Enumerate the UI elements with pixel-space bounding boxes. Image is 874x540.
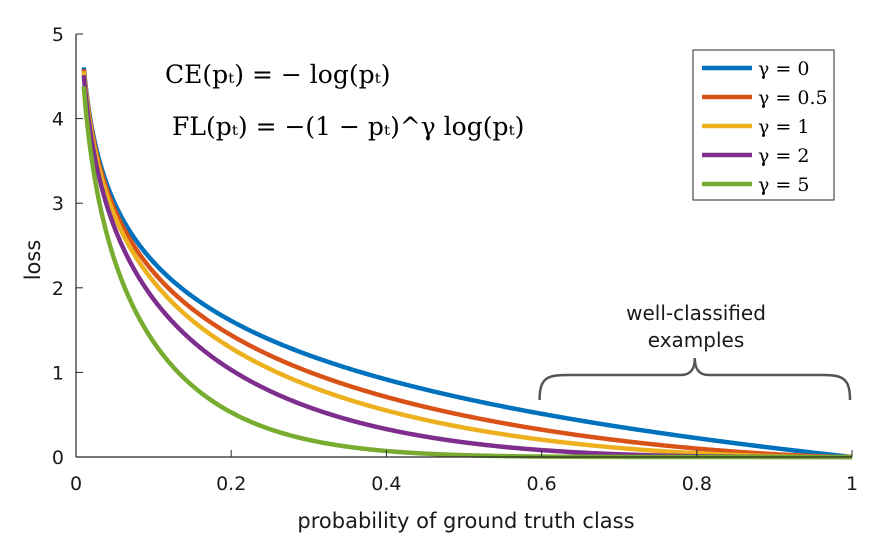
legend-label: γ = 0 <box>758 58 809 80</box>
y-tick-label: 5 <box>52 24 64 46</box>
legend: γ = 0 γ = 0.5 γ = 1 γ = 2 γ = 5 <box>692 49 835 201</box>
y-tick-label: 3 <box>52 193 64 215</box>
legend-label: γ = 5 <box>758 174 809 196</box>
annotation-line-2: examples <box>648 328 745 352</box>
y-tick-label: 0 <box>52 447 64 469</box>
curly-brace <box>538 357 852 401</box>
series-line-gamma-0 <box>81 67 853 460</box>
x-ticks: 0 0.2 0.4 0.6 0.8 1 <box>70 450 858 495</box>
legend-label: γ = 0.5 <box>758 87 828 109</box>
legend-label: γ = 2 <box>758 145 809 167</box>
x-tick-label: 1 <box>846 473 858 495</box>
x-tick-label: 0.2 <box>216 473 246 495</box>
well-classified-annotation: well-classified examples <box>538 301 852 401</box>
plot-area: 0 0.2 0.4 0.6 0.8 1 0 1 2 3 4 5 <box>52 24 858 495</box>
y-tick-label: 1 <box>52 362 64 384</box>
legend-items: γ = 0 γ = 0.5 γ = 1 γ = 2 γ = 5 <box>702 58 828 196</box>
x-tick-label: 0.6 <box>526 473 556 495</box>
x-tick-label: 0 <box>70 473 82 495</box>
fl-formula: FL(pₜ) = −(1 − pₜ)^γ log(pₜ) <box>172 112 524 141</box>
x-tick-label: 0.8 <box>682 473 712 495</box>
y-axis-label: loss <box>21 240 45 281</box>
annotation-line-1: well-classified <box>626 301 766 325</box>
series-line-gamma-0-5 <box>81 69 853 460</box>
x-tick-label: 0.4 <box>371 473 401 495</box>
ce-formula: CE(pₜ) = − log(pₜ) <box>165 60 391 89</box>
x-axis-label: probability of ground truth class <box>297 509 634 533</box>
legend-label: γ = 1 <box>758 116 809 138</box>
y-ticks: 0 1 2 3 4 5 <box>52 24 83 469</box>
y-tick-label: 4 <box>52 109 64 131</box>
y-tick-label: 2 <box>52 278 64 300</box>
